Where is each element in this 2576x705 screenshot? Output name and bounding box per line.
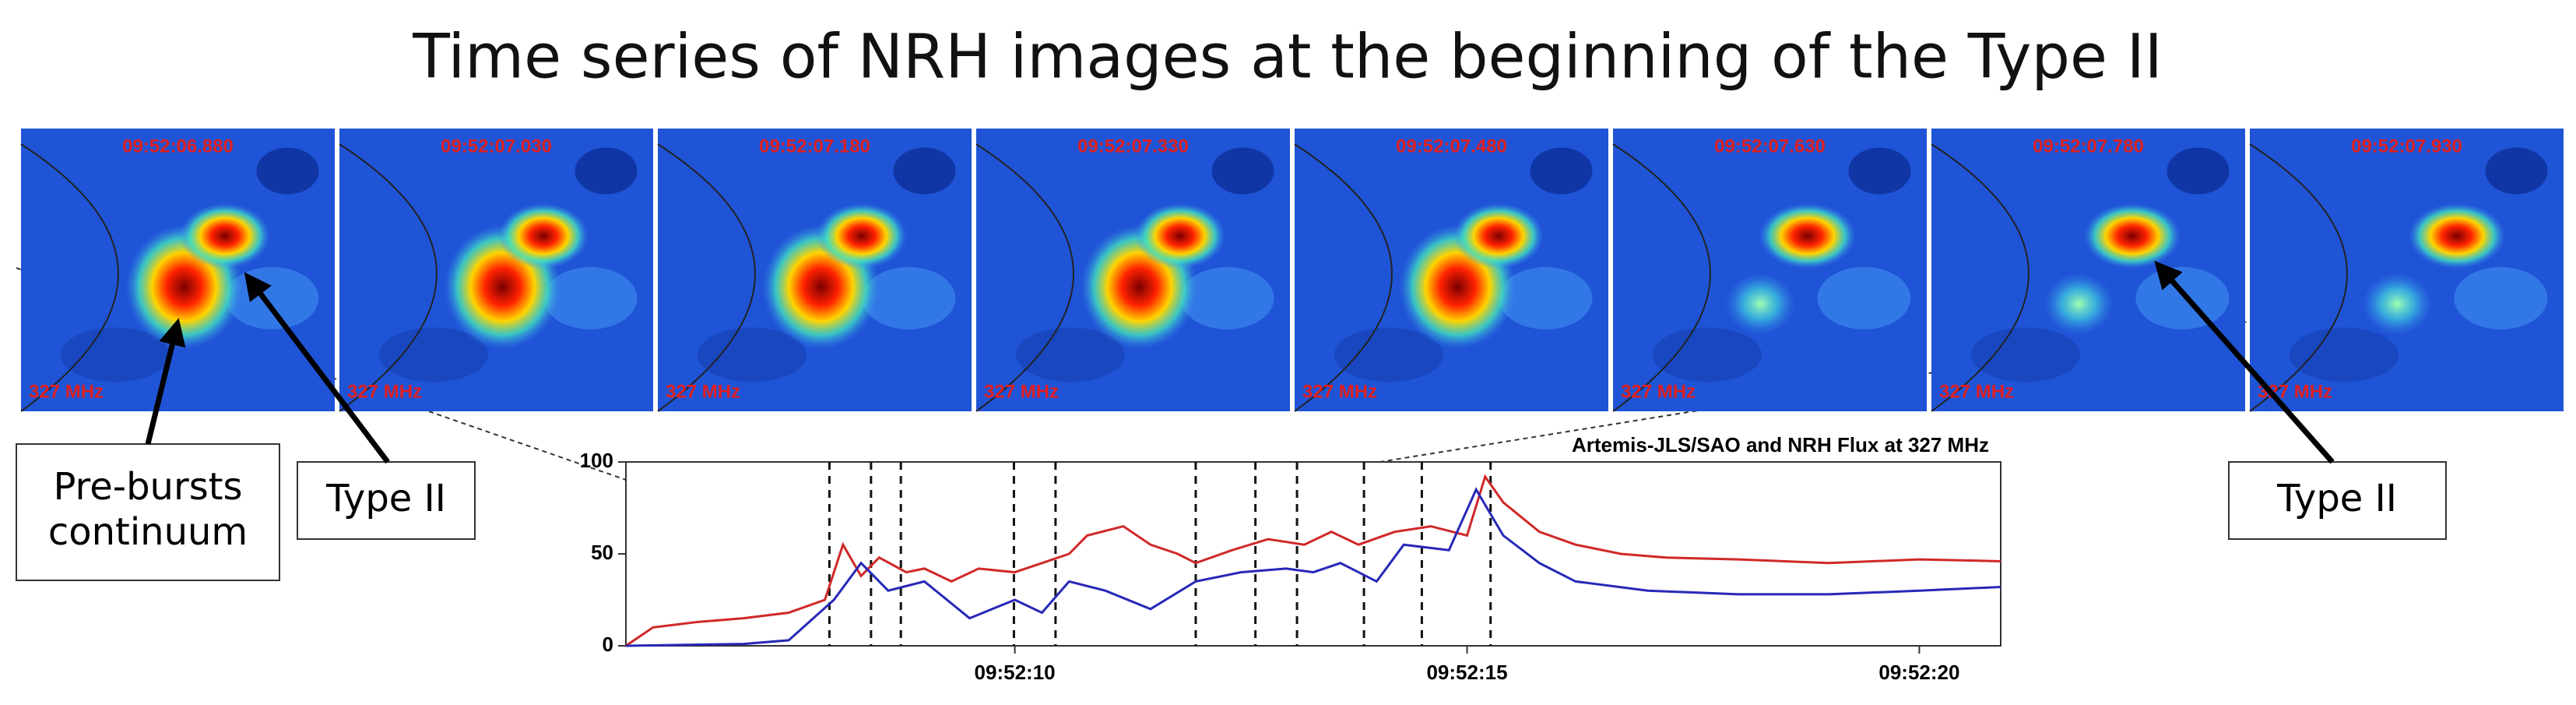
annotation-box bbox=[297, 461, 476, 540]
nrh-image: 09:52:07.330 327 MHz bbox=[975, 129, 1290, 412]
frequency-label: 327 MHz bbox=[347, 381, 422, 402]
source-blob bbox=[2083, 203, 2181, 269]
timestamp: 09:52:07.030 bbox=[441, 136, 552, 157]
x-tick-label: 09:52:15 bbox=[1426, 661, 1507, 684]
annotation-text: Type II bbox=[2276, 477, 2397, 520]
y-tick-label: 100 bbox=[580, 449, 613, 472]
timestamp: 09:52:07.330 bbox=[1077, 136, 1189, 157]
faint-blob bbox=[2362, 273, 2433, 336]
faint-blob bbox=[1725, 273, 1796, 336]
source-blob bbox=[1453, 203, 1544, 269]
nrh-image: 09:52:07.480 327 MHz bbox=[1294, 129, 1608, 412]
series-line bbox=[625, 474, 2001, 647]
frequency-label: 327 MHz bbox=[984, 381, 1059, 402]
texture bbox=[1848, 147, 1911, 195]
frequency-label: 327 MHz bbox=[1302, 381, 1377, 402]
texture bbox=[2167, 147, 2230, 195]
texture bbox=[2289, 327, 2399, 382]
source-blob bbox=[816, 203, 907, 269]
solar-limb bbox=[1612, 143, 1711, 412]
texture bbox=[1652, 327, 1762, 382]
texture bbox=[256, 147, 319, 195]
texture bbox=[1211, 147, 1274, 195]
nrh-image: 09:52:07.780 327 MHz bbox=[1931, 129, 2245, 412]
texture bbox=[2454, 266, 2548, 330]
flux-chart: Artemis-JLS/SAO and NRH Flux at 327 MHz 0… bbox=[580, 433, 2001, 684]
solar-limb bbox=[20, 143, 119, 412]
texture bbox=[1530, 147, 1593, 195]
timestamp: 09:52:06.880 bbox=[122, 136, 234, 157]
texture bbox=[1970, 327, 2080, 382]
annotation-box bbox=[16, 443, 280, 581]
texture bbox=[862, 266, 956, 330]
timestamp: 09:52:07.780 bbox=[2033, 136, 2144, 157]
texture bbox=[697, 327, 807, 382]
timestamp: 09:52:07.930 bbox=[2351, 136, 2462, 157]
solar-limb bbox=[1931, 143, 2030, 412]
frequency-label: 327 MHz bbox=[666, 381, 740, 402]
annotation-text: Pre-bursts continuum bbox=[48, 465, 248, 554]
solar-limb bbox=[2249, 143, 2348, 412]
texture bbox=[543, 266, 638, 330]
timestamp: 09:52:07.630 bbox=[1714, 136, 1826, 157]
x-tick-label: 09:52:10 bbox=[975, 661, 1056, 684]
annotation-box bbox=[2228, 461, 2447, 540]
texture bbox=[1334, 327, 1443, 382]
solar-limb bbox=[975, 143, 1074, 412]
frequency-label: 327 MHz bbox=[1939, 381, 2014, 402]
annotation-text: Type II bbox=[325, 477, 446, 520]
nrh-image: 09:52:06.880 327 MHz bbox=[20, 129, 335, 412]
slide-title: Time series of NRH images at the beginni… bbox=[412, 22, 2163, 92]
nrh-image: 09:52:07.030 327 MHz bbox=[339, 129, 653, 412]
y-tick-label: 0 bbox=[603, 633, 613, 656]
source-blob bbox=[2408, 203, 2505, 269]
texture bbox=[378, 327, 488, 382]
texture bbox=[2135, 266, 2230, 330]
series-line bbox=[625, 487, 2001, 647]
plot-frame bbox=[625, 461, 2001, 647]
arrow bbox=[244, 272, 390, 464]
timestamp: 09:52:07.180 bbox=[759, 136, 870, 157]
source-blob bbox=[497, 203, 589, 269]
texture bbox=[1499, 266, 1593, 330]
frequency-label: 327 MHz bbox=[29, 381, 104, 402]
source-blob bbox=[1134, 203, 1225, 269]
nrh-image: 09:52:07.180 327 MHz bbox=[657, 129, 972, 412]
frequency-label: 327 MHz bbox=[1621, 381, 1696, 402]
texture bbox=[1180, 266, 1274, 330]
timestamp: 09:52:07.480 bbox=[1396, 136, 1507, 157]
texture bbox=[1817, 266, 1911, 330]
x-tick-label: 09:52:20 bbox=[1878, 661, 1959, 684]
texture bbox=[575, 147, 638, 195]
solar-limb bbox=[657, 143, 756, 412]
texture bbox=[893, 147, 956, 195]
y-tick-label: 50 bbox=[591, 541, 613, 564]
nrh-image: 09:52:07.630 327 MHz bbox=[1612, 129, 1927, 412]
arrow bbox=[2154, 260, 2335, 464]
faint-blob bbox=[2044, 273, 2114, 336]
chart-title: Artemis-JLS/SAO and NRH Flux at 327 MHz bbox=[1572, 433, 1989, 456]
source-blob bbox=[1759, 203, 1856, 269]
texture bbox=[60, 327, 170, 382]
source-blob bbox=[179, 203, 270, 269]
arrow bbox=[145, 318, 186, 445]
texture bbox=[2485, 147, 2548, 195]
arrows bbox=[145, 260, 2335, 464]
solar-limb bbox=[339, 143, 438, 412]
texture bbox=[1015, 327, 1125, 382]
solar-limb bbox=[1294, 143, 1393, 412]
